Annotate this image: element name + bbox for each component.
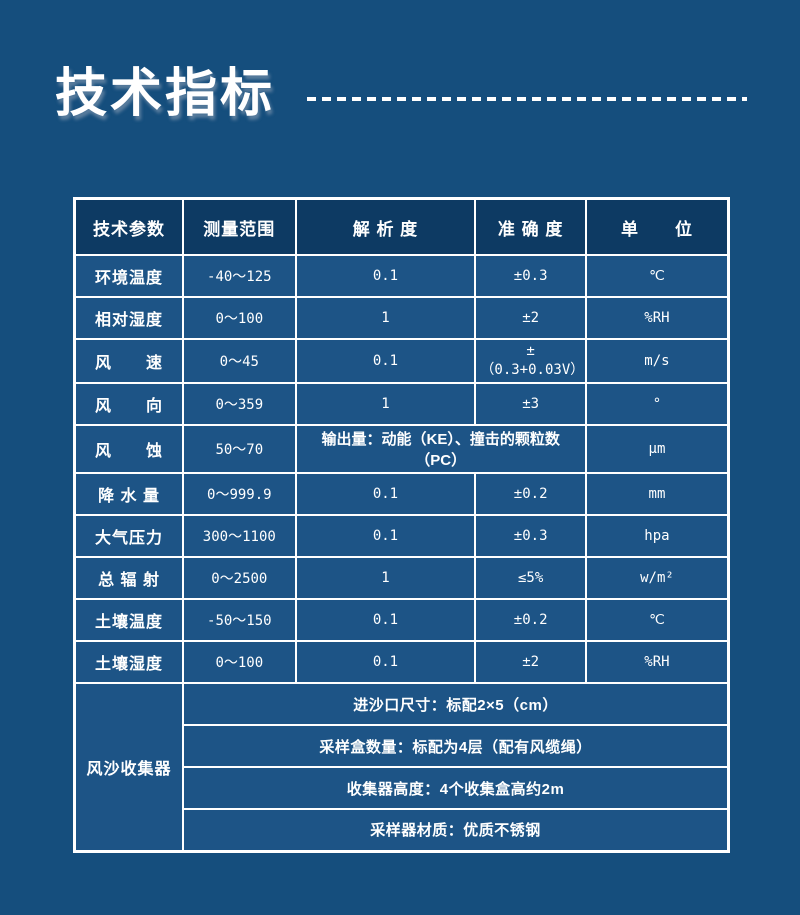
- table-row-precipitation: 降 水 量 0～999.9 0.1 ±0.2 mm: [73, 472, 730, 516]
- accuracy-value: ±0.3: [474, 514, 587, 558]
- spec-table: 技术参数 测量范围 解 析 度 准 确 度 单 位 环境温度 -40～125 0…: [73, 197, 730, 853]
- param-label: 大气压力: [73, 514, 185, 558]
- range-value: 0～999.9: [182, 472, 297, 516]
- unit-value: hpa: [584, 514, 730, 558]
- range-value: 0～100: [182, 296, 297, 340]
- unit-value: ℃: [584, 598, 730, 642]
- header-range: 测量范围: [182, 197, 297, 256]
- accuracy-value: ±0.2: [474, 472, 587, 516]
- range-value: 300～1100: [182, 514, 297, 558]
- resolution-value: 1: [294, 382, 477, 426]
- collector-label: 风沙收集器: [73, 682, 185, 852]
- table-row-total-radiation: 总 辐 射 0～2500 1 ≤5% w/m²: [73, 556, 730, 600]
- range-value: -40～125: [182, 254, 297, 298]
- collector-item-material: 采样器材质：优质不锈钢: [182, 808, 730, 852]
- unit-value: %RH: [584, 640, 730, 684]
- accuracy-value: ± （0.3+0.03V）: [474, 338, 587, 384]
- unit-value: mm: [584, 472, 730, 516]
- collector-item-box-count: 采样盒数量：标配为4层（配有风缆绳）: [182, 724, 730, 768]
- collector-item-inlet-size: 进沙口尺寸：标配2×5（cm）: [182, 682, 730, 726]
- unit-value: °: [584, 382, 730, 426]
- table-row-soil-temp: 土壤温度 -50～150 0.1 ±0.2 ℃: [73, 598, 730, 642]
- table-row-sand-collector: 采样盒数量：标配为4层（配有风缆绳）: [75, 724, 730, 768]
- table-row-ambient-temp: 环境温度 -40～125 0.1 ±0.3 ℃: [73, 254, 730, 298]
- accuracy-value: ±3: [474, 382, 587, 426]
- header-unit: 单 位: [584, 197, 730, 256]
- range-value: 0～100: [182, 640, 297, 684]
- resolution-value: 0.1: [294, 598, 477, 642]
- table-row-wind-speed: 风 速 0～45 0.1 ± （0.3+0.03V） m/s: [73, 338, 730, 384]
- table-row-sand-collector: 采样器材质：优质不锈钢: [75, 808, 730, 852]
- resolution-value: 0.1: [294, 338, 477, 384]
- resolution-value: 0.1: [294, 514, 477, 558]
- param-label: 总 辐 射: [73, 556, 185, 600]
- header-resolution: 解 析 度: [294, 197, 477, 256]
- collector-item-height: 收集器高度：4个收集盒高约2m: [182, 766, 730, 810]
- table-row-wind-direction: 风 向 0～359 1 ±3 °: [73, 382, 730, 426]
- accuracy-value: ±0.2: [474, 598, 587, 642]
- table-row-wind-erosion: 风 蚀 50～70 输出量：动能（KE）、撞击的颗粒数（PC） μm: [73, 424, 730, 474]
- resolution-value: 0.1: [294, 640, 477, 684]
- param-label: 环境温度: [73, 254, 185, 298]
- table-row-rel-humidity: 相对湿度 0～100 1 ±2 %RH: [73, 296, 730, 340]
- spec-table-container: 技术参数 测量范围 解 析 度 准 确 度 单 位 环境温度 -40～125 0…: [73, 197, 730, 853]
- param-label: 相对湿度: [73, 296, 185, 340]
- unit-value: m/s: [584, 338, 730, 384]
- range-value: 0～2500: [182, 556, 297, 600]
- resolution-value: 0.1: [294, 254, 477, 298]
- table-row-air-pressure: 大气压力 300～1100 0.1 ±0.3 hpa: [73, 514, 730, 558]
- resolution-value: 1: [294, 556, 477, 600]
- unit-value: %RH: [584, 296, 730, 340]
- unit-value: w/m²: [584, 556, 730, 600]
- header-accuracy: 准 确 度: [474, 197, 587, 256]
- accuracy-value: ≤5%: [474, 556, 587, 600]
- range-value: -50～150: [182, 598, 297, 642]
- resolution-value: 0.1: [294, 472, 477, 516]
- table-row-soil-moisture: 土壤湿度 0～100 0.1 ±2 %RH: [73, 640, 730, 684]
- table-row-sand-collector: 风沙收集器 进沙口尺寸：标配2×5（cm）: [73, 682, 730, 852]
- header-param: 技术参数: [73, 197, 185, 256]
- param-label: 风 速: [73, 338, 185, 384]
- unit-value: μm: [584, 424, 730, 474]
- param-label: 风 蚀: [73, 424, 185, 474]
- output-value: 输出量：动能（KE）、撞击的颗粒数（PC）: [294, 424, 587, 474]
- table-row-sand-collector: 收集器高度：4个收集盒高约2m: [75, 766, 730, 810]
- header-row: 技术参数 测量范围 解 析 度 准 确 度 单 位: [73, 197, 730, 256]
- resolution-value: 1: [294, 296, 477, 340]
- param-label: 土壤湿度: [73, 640, 185, 684]
- page-title: 技术指标: [55, 65, 276, 123]
- title-row: 技术指标: [55, 62, 765, 126]
- unit-value: ℃: [584, 254, 730, 298]
- range-value: 50～70: [182, 424, 297, 474]
- accuracy-value: ±2: [474, 640, 587, 684]
- range-value: 0～45: [182, 338, 297, 384]
- param-label: 降 水 量: [73, 472, 185, 516]
- accuracy-value: ±0.3: [474, 254, 587, 298]
- param-label: 风 向: [73, 382, 185, 426]
- range-value: 0～359: [182, 382, 297, 426]
- accuracy-value: ±2: [474, 296, 587, 340]
- title-dashed-divider: [307, 97, 748, 101]
- param-label: 土壤温度: [73, 598, 185, 642]
